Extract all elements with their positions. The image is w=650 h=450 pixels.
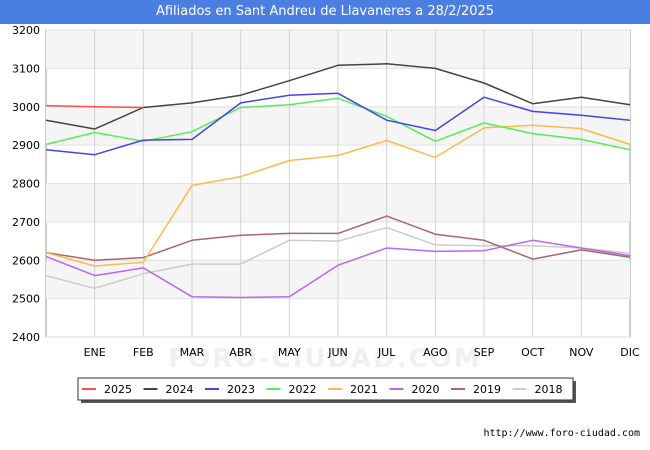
y-tick-label: 3200 <box>12 24 40 37</box>
x-tick-label: JUL <box>377 346 396 359</box>
x-tick-label: MAR <box>180 346 205 359</box>
grid-lines <box>46 29 630 338</box>
x-tick-label: ABR <box>229 346 252 359</box>
series-line-2021 <box>45 124 631 267</box>
series-line-2019 <box>45 215 631 262</box>
legend-label-2021: 2021 <box>350 383 378 396</box>
chart-title: Afiliados en Sant Andreu de Llavaneres a… <box>0 0 650 24</box>
y-tick-label: 3000 <box>12 101 40 114</box>
x-tick-label: AGO <box>423 346 448 359</box>
x-tick-label: ENE <box>84 346 106 359</box>
x-axis-ticks: ENE FEB MAR ABR MAY JUN JUL AGO SEP OCT NOV DIC <box>84 346 640 359</box>
y-tick-label: 2700 <box>12 216 40 229</box>
y-axis-ticks: 2400 2500 2600 2700 2800 2900 3000 3100 3200 <box>12 24 40 344</box>
x-tick-label: NOV <box>569 346 594 359</box>
legend-label-2024: 2024 <box>166 383 194 396</box>
series-line-2020 <box>45 239 631 299</box>
legend-label-2025: 2025 <box>104 383 132 396</box>
series-line-2023 <box>45 92 631 156</box>
legend-label-2022: 2022 <box>289 383 317 396</box>
x-tick-label: JUN <box>327 346 348 359</box>
legend-box <box>77 377 574 401</box>
y-tick-label: 2800 <box>12 178 40 191</box>
y-tick-label: 2500 <box>12 293 40 306</box>
x-tick-label: MAY <box>278 346 301 359</box>
x-tick-label: DIC <box>620 346 640 359</box>
series-line-2018 <box>45 226 631 290</box>
legend-label-2023: 2023 <box>227 383 255 396</box>
legend: 2025 2024 2023 2022 2021 2020 2019 2018 <box>77 377 576 403</box>
series-line-2022 <box>45 97 631 151</box>
x-tick-label: FEB <box>133 346 154 359</box>
y-tick-label: 3100 <box>12 62 40 75</box>
x-tick-label: SEP <box>474 346 495 359</box>
y-tick-label: 2400 <box>12 331 40 344</box>
series-line-2025 <box>45 104 144 109</box>
legend-label-2020: 2020 <box>412 383 440 396</box>
y-tick-label: 2900 <box>12 139 40 152</box>
series-lines <box>45 63 631 299</box>
legend-label-2019: 2019 <box>473 383 501 396</box>
x-tick-label: OCT <box>521 346 544 359</box>
legend-label-2018: 2018 <box>535 383 563 396</box>
source-url: http://www.foro-ciudad.com <box>483 428 640 439</box>
y-tick-label: 2600 <box>12 254 40 267</box>
